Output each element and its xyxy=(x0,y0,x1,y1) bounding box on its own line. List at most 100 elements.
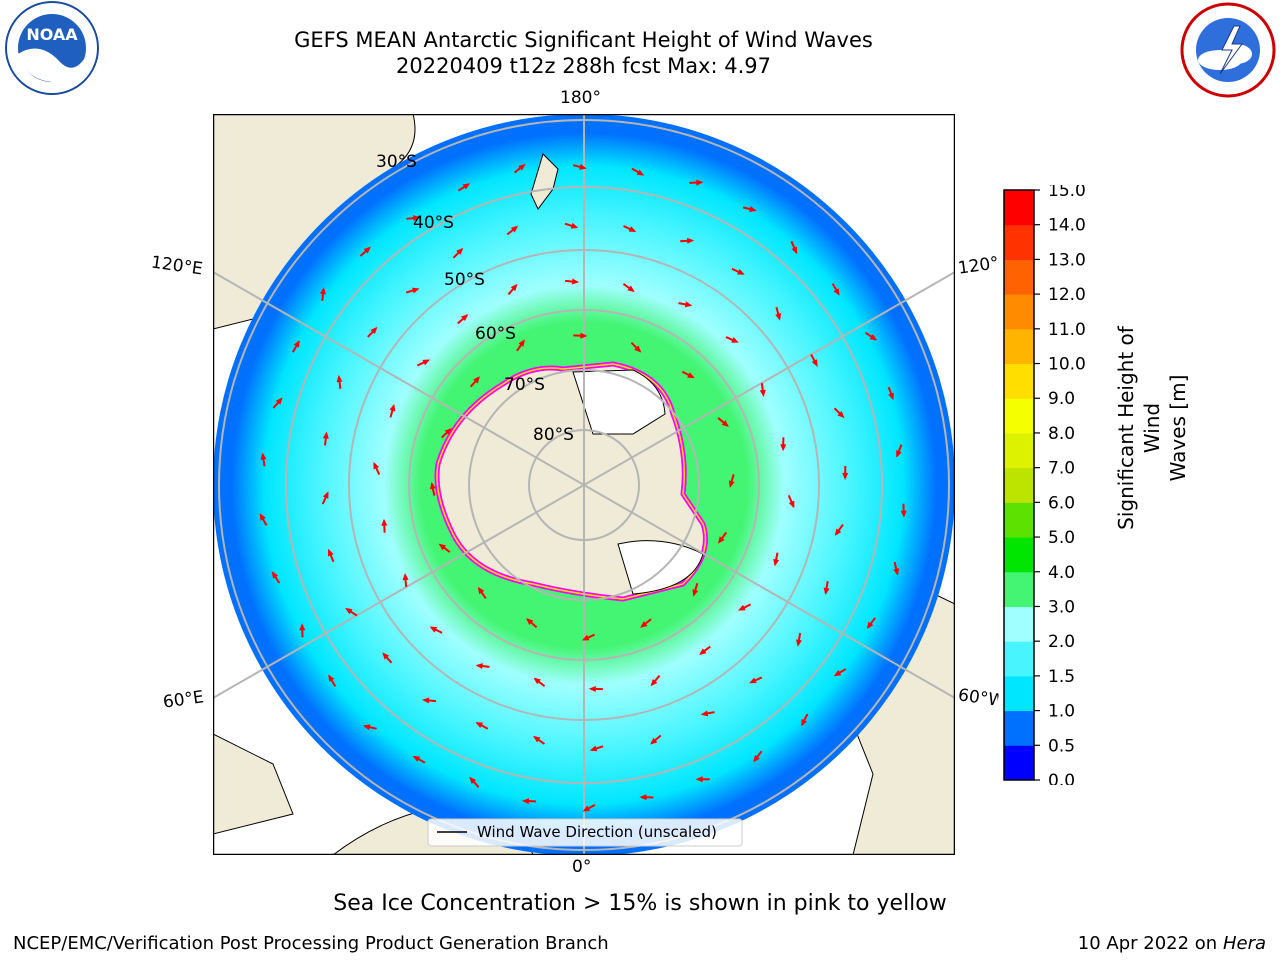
wave-direction-arrowhead xyxy=(628,226,637,232)
wave-direction-arrowhead xyxy=(362,724,371,731)
noaa-logo-text: NOAA xyxy=(26,25,78,44)
wave-direction-arrowhead xyxy=(413,215,421,222)
graticule xyxy=(213,114,955,855)
wave-direction-arrowhead xyxy=(823,587,830,596)
colorbar-segment xyxy=(1004,190,1034,226)
wave-direction-arrowhead xyxy=(842,472,849,480)
wave-direction-arrowhead xyxy=(293,340,300,348)
wave-direction-arrowhead xyxy=(389,403,396,412)
wave-direction-arrowhead xyxy=(833,670,842,677)
wave-direction-arrowhead xyxy=(753,754,760,763)
wave-direction-arrowhead xyxy=(411,287,420,294)
colorbar-label-line1: Significant Height of Wind xyxy=(1114,326,1164,530)
colorbar-tick-label: 10.0 xyxy=(1048,355,1086,375)
colorbar-segment xyxy=(1004,432,1034,469)
wave-direction-arrowhead xyxy=(571,278,580,285)
lon-label-180: 180° xyxy=(560,88,601,108)
wave-direction-arrowhead xyxy=(322,491,329,499)
colorbar-tick-label: 5.0 xyxy=(1048,528,1075,548)
wave-direction-arrowhead xyxy=(684,301,693,308)
wave-direction-arrowhead xyxy=(780,444,787,452)
wave-direction-arrowhead xyxy=(811,359,818,367)
wave-direction-arrowhead xyxy=(837,411,845,419)
wave-direction-arrowhead xyxy=(475,663,483,670)
lat-label-50s: 50°S xyxy=(444,270,485,290)
wave-direction-arrowhead xyxy=(737,269,745,275)
wave-direction-arrowhead xyxy=(579,163,587,170)
wave-direction-arrowhead xyxy=(640,621,648,628)
wave-direction-arrowhead xyxy=(259,513,266,521)
lat-label-40s: 40°S xyxy=(413,213,454,233)
footer-machine: Hera xyxy=(1222,933,1266,954)
wave-direction-arrowhead xyxy=(749,206,757,212)
wave-direction-arrowhead xyxy=(731,337,739,343)
colorbar-tick-label: 9.0 xyxy=(1048,389,1075,409)
colorbar-label: Significant Height of Wind Waves [m] xyxy=(1113,325,1190,531)
wave-direction-arrowhead xyxy=(775,313,782,321)
wave-direction-arrowhead xyxy=(381,518,388,526)
wave-direction-arrowhead xyxy=(510,283,518,292)
colorbar-segment xyxy=(1004,224,1034,260)
lat-label-60s: 60°S xyxy=(475,324,516,344)
polar-map: Wind Wave Direction (unscaled) xyxy=(213,114,955,855)
wave-direction-arrowhead xyxy=(717,536,725,544)
wave-direction-arrowhead xyxy=(422,359,431,366)
wave-direction-arrowhead xyxy=(328,548,334,557)
colorbar-segment xyxy=(1004,606,1034,642)
lon-label-120w: 120°W xyxy=(956,253,1000,279)
wave-direction-arrowhead xyxy=(429,626,438,633)
colorbar-tick-label: 7.0 xyxy=(1048,459,1075,479)
wave-direction-arrowhead xyxy=(438,543,447,551)
wave-direction-arrowhead xyxy=(581,634,590,641)
wave-direction-arrowhead xyxy=(580,332,588,339)
wave-direction-arrowhead xyxy=(582,805,591,812)
wave-direction-arrowhead xyxy=(328,674,335,682)
wave-direction-arrowhead xyxy=(271,571,279,579)
colorbar-tick-label: 1.5 xyxy=(1048,667,1075,687)
wave-direction-arrowhead xyxy=(533,677,541,685)
wave-direction-arrowhead xyxy=(692,589,699,597)
wave-direction-arrowhead xyxy=(888,392,894,401)
wave-direction-arrowhead xyxy=(700,710,709,717)
colorbar-segment xyxy=(1004,502,1034,538)
colorbar-tick-label: 0.5 xyxy=(1048,736,1075,756)
wave-direction-arrowhead xyxy=(650,679,658,687)
wave-direction-arrowhead xyxy=(275,397,283,405)
wave-direction-arrowhead xyxy=(475,722,484,729)
wave-direction-arrowhead xyxy=(518,339,525,347)
wave-direction-arrowhead xyxy=(462,183,471,190)
wave-direction-arrowhead xyxy=(382,652,390,660)
lat-label-80s: 80°S xyxy=(533,425,574,445)
new-zealand-land xyxy=(530,153,559,210)
wave-direction-arrowhead xyxy=(650,737,658,745)
colorbar-segment xyxy=(1004,467,1034,503)
sea-ice-note: Sea Ice Concentration > 15% is shown in … xyxy=(333,891,947,916)
wave-direction-arrows xyxy=(259,163,907,812)
map-title: GEFS MEAN Antarctic Significant Height o… xyxy=(294,28,873,52)
wave-direction-arrowhead xyxy=(788,500,795,509)
wave-direction-arrowhead xyxy=(791,246,798,255)
colorbar-segment xyxy=(1004,259,1034,295)
colorbar-tick-label: 4.0 xyxy=(1048,563,1075,583)
wave-direction-arrowhead xyxy=(510,225,519,233)
lat-label-30s: 30°S xyxy=(376,152,417,172)
colorbar-segment xyxy=(1004,363,1034,399)
map-legend: Wind Wave Direction (unscaled) xyxy=(427,818,743,847)
noaa-logo: NOAA xyxy=(5,1,99,95)
colorbar-tick-label: 6.0 xyxy=(1048,493,1075,513)
wave-direction-arrowhead xyxy=(900,510,907,518)
wave-direction-arrowhead xyxy=(525,618,534,625)
wave-direction-arrowhead xyxy=(721,420,729,427)
wave-direction-arrowhead xyxy=(345,607,353,615)
wave-direction-arrowhead xyxy=(695,776,703,783)
wave-direction-arrowhead xyxy=(422,697,430,704)
wave-direction-arrowhead xyxy=(299,623,306,631)
lon-label-0: 0° xyxy=(572,857,592,877)
wave-direction-arrowhead xyxy=(636,169,645,176)
wave-direction-arrowhead xyxy=(518,163,526,171)
colorbar-segment xyxy=(1004,641,1034,677)
colorbar-tick-label: 13.0 xyxy=(1048,250,1086,270)
wave-direction-arrowhead xyxy=(336,374,343,383)
footer-date-text: 10 Apr 2022 on xyxy=(1077,933,1218,954)
wave-direction-arrowhead xyxy=(749,677,757,684)
